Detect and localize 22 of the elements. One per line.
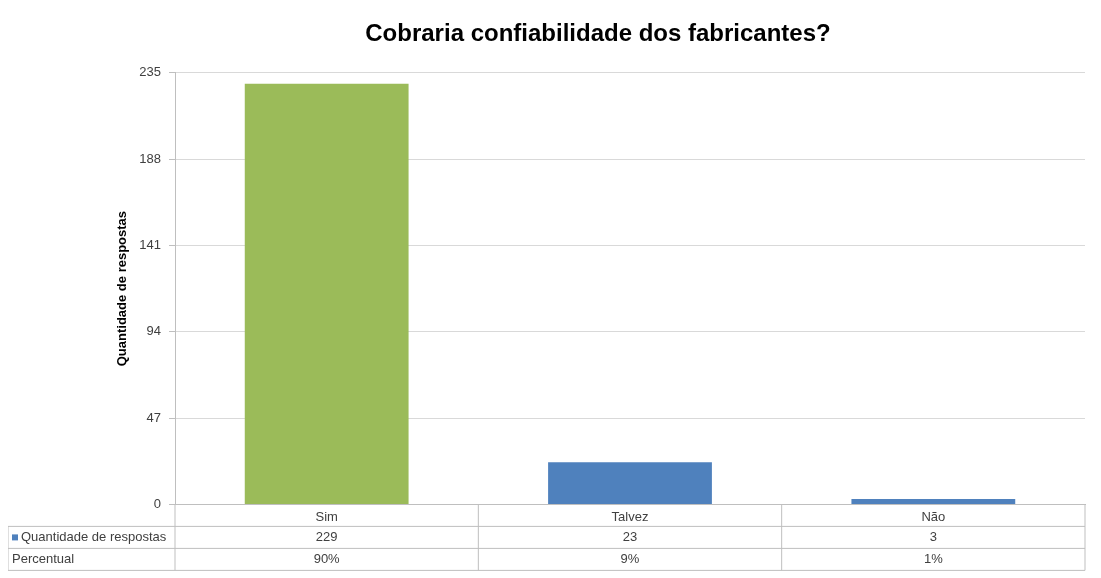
x-tick-label: Talvez	[611, 508, 649, 524]
x-tick-label: Sim	[315, 508, 338, 524]
bar	[244, 83, 409, 504]
y-tick-label: 94	[146, 323, 161, 339]
bar	[851, 498, 1016, 504]
text: 1%	[923, 550, 944, 566]
y-tick-label: 47	[146, 409, 161, 425]
y-tick-label: 188	[139, 150, 161, 166]
data-label: 229	[315, 528, 338, 544]
text: 9%	[620, 550, 640, 566]
legend-label: Quantidade de respostas	[21, 528, 167, 544]
text: Percentual	[12, 550, 75, 566]
y-tick-label: 141	[139, 237, 161, 253]
x-tick-label: Não	[921, 508, 946, 524]
y-tick-label: 235	[139, 64, 161, 80]
chart-title: Cobraria confiabilidade dos fabricantes?	[365, 19, 831, 47]
text: 90%	[313, 550, 341, 566]
data-label: 3	[929, 528, 937, 544]
y-tick-label: 0	[153, 495, 161, 511]
y-axis-title: Quantidade de respostas	[114, 210, 130, 367]
bar	[548, 462, 712, 504]
data-label: 23	[622, 528, 638, 544]
